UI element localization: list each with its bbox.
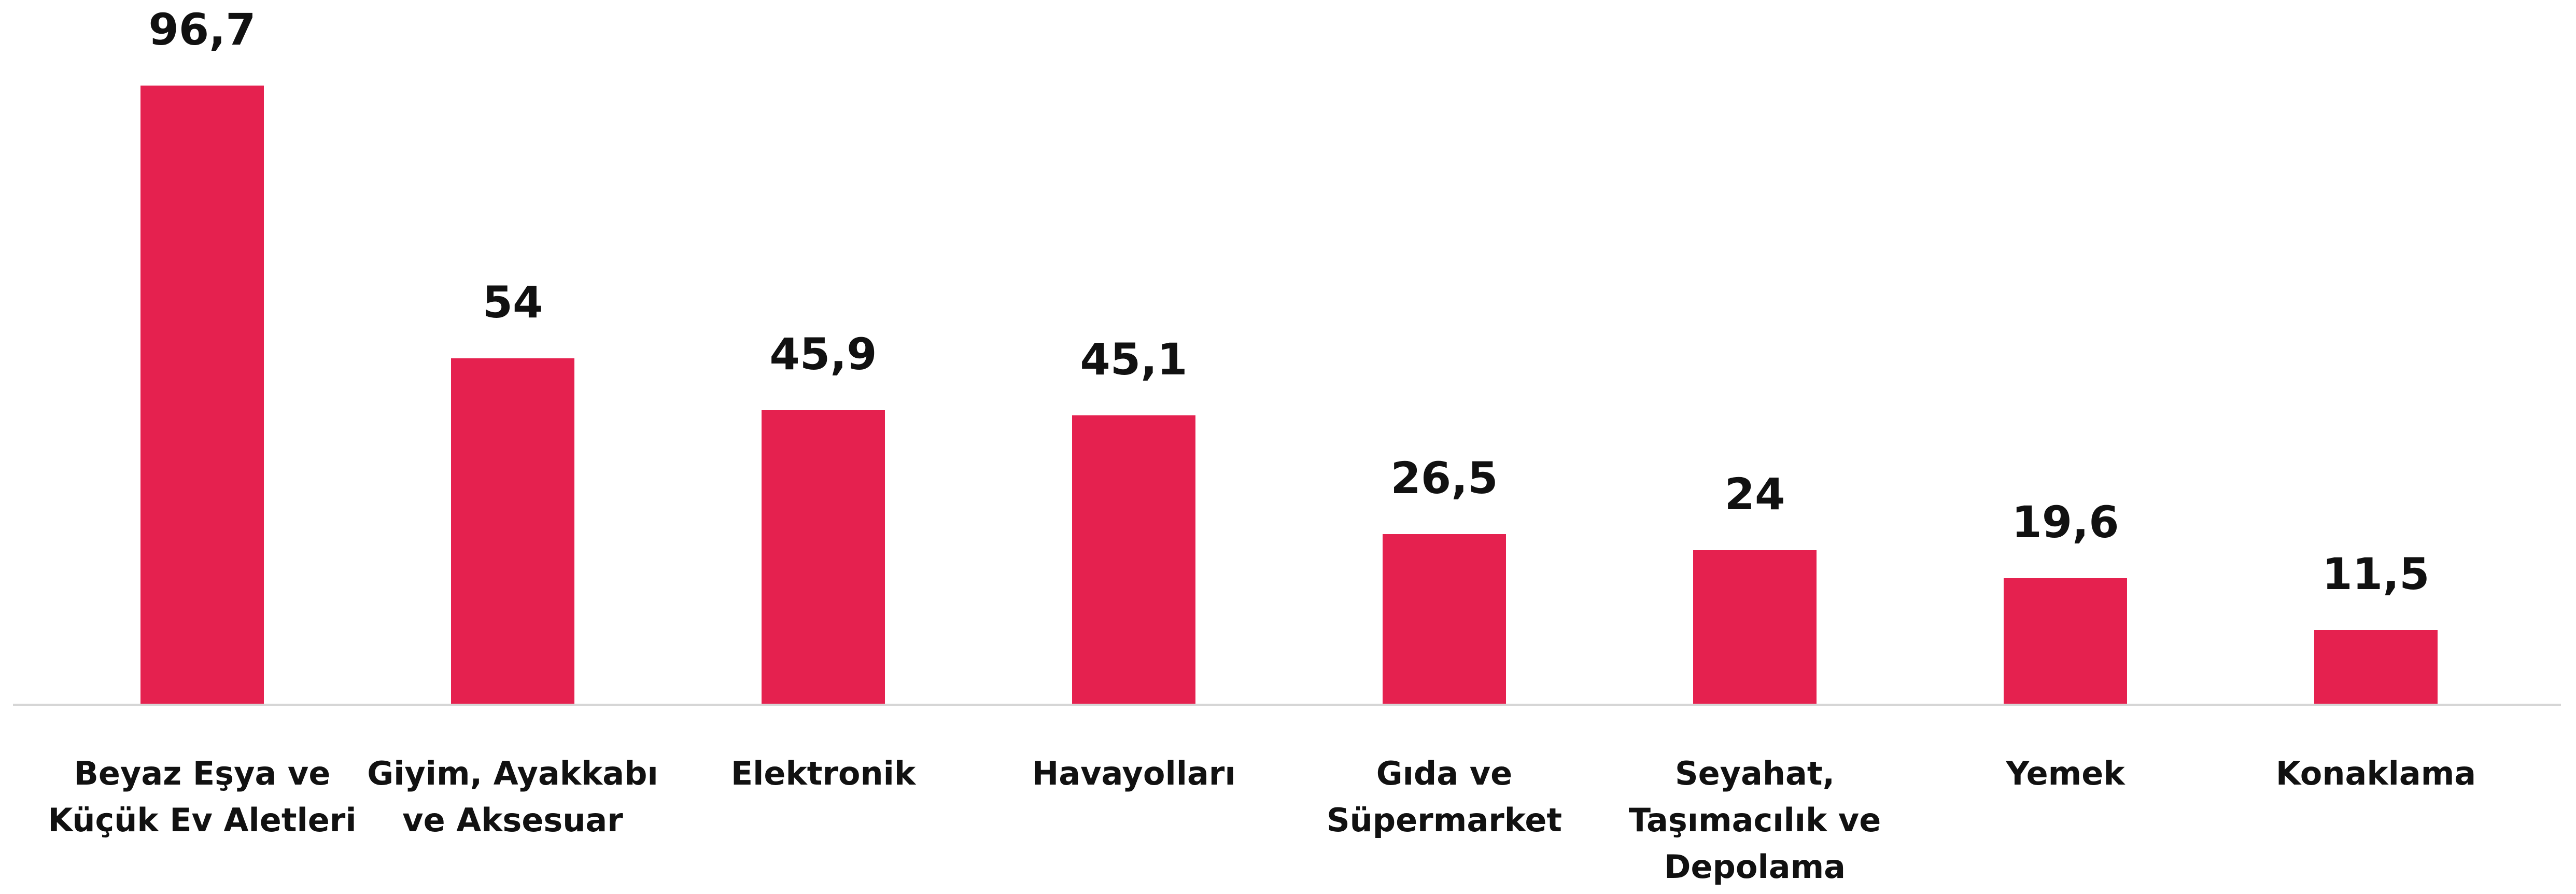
category-label: Yemek bbox=[2006, 755, 2125, 792]
value-label: 19,6 bbox=[2011, 497, 2119, 548]
bar bbox=[451, 358, 574, 704]
bar bbox=[2314, 630, 2438, 704]
category-label: Beyaz Eşya ve Küçük Ev Aletleri bbox=[48, 755, 357, 839]
category-label: Havayolları bbox=[1032, 755, 1236, 792]
value-label: 26,5 bbox=[1390, 453, 1498, 504]
category-label: Seyahat, Taşımacılık ve Depolama bbox=[1628, 755, 1881, 886]
bar bbox=[1383, 534, 1506, 704]
value-label: 45,1 bbox=[1080, 334, 1188, 385]
value-label: 11,5 bbox=[2322, 549, 2430, 600]
bar bbox=[1072, 415, 1195, 704]
baseline bbox=[13, 704, 2561, 706]
category-label: Konaklama bbox=[2275, 755, 2476, 792]
value-label: 96,7 bbox=[148, 4, 256, 55]
category-label: Giyim, Ayakkabı ve Aksesuar bbox=[367, 755, 658, 839]
bar bbox=[2004, 578, 2127, 704]
bar bbox=[762, 410, 885, 704]
category-label: Gıda ve Süpermarket bbox=[1326, 755, 1563, 839]
value-label: 54 bbox=[482, 277, 543, 328]
bar bbox=[140, 86, 264, 704]
bar bbox=[1693, 550, 1817, 704]
value-label: 24 bbox=[1724, 469, 1785, 520]
value-label: 45,9 bbox=[769, 329, 877, 380]
category-label: Elektronik bbox=[730, 755, 916, 792]
